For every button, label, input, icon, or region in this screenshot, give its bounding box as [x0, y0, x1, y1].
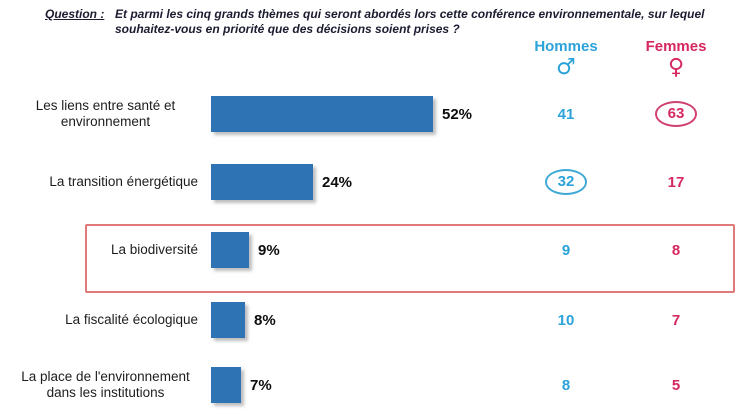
hommes-value: 9 [561, 241, 571, 259]
femmes-value: 7 [671, 311, 681, 329]
bar-group: 7% [211, 367, 272, 403]
hommes-value: 8 [561, 376, 571, 394]
category-label: Les liens entre santé et environnement [35, 98, 176, 129]
chart-row-biodiversite: La biodiversité 9% 9 8 [0, 232, 740, 268]
circle-annotation: 32 [544, 169, 588, 195]
category-label: La place de l'environnement dans les ins… [21, 369, 190, 400]
chart-row-place-environnement: La place de l'environnement dans les ins… [0, 367, 740, 403]
femmes-value: 5 [671, 376, 681, 394]
chart-row-sante-environnement: Les liens entre santé et environnement 5… [0, 96, 740, 132]
bar [211, 302, 245, 338]
chart-row-fiscalite-ecologique: La fiscalité écologique 8% 10 7 [0, 302, 740, 338]
male-icon: ♂ [556, 55, 576, 80]
bar [211, 367, 241, 403]
value-label: 9% [258, 241, 280, 259]
bar [211, 96, 433, 132]
femmes-value-circled: 63 [636, 96, 716, 132]
bar-group: 9% [211, 232, 280, 268]
femmes-value: 8 [671, 241, 681, 259]
column-header-hommes: Hommes [534, 38, 598, 55]
value-label: 8% [254, 311, 276, 329]
value-label: 24% [322, 173, 353, 191]
bar-group: 24% [211, 164, 352, 200]
category-label: La biodiversité [110, 242, 198, 257]
question-text: Et parmi les cinq grands thèmes qui sero… [115, 7, 705, 36]
chart-row-transition-energetique: La transition énergétique 24% 32 17 [0, 164, 740, 200]
female-icon: ♀ [667, 55, 685, 80]
bar-group: 8% [211, 302, 276, 338]
hommes-value: 41 [557, 105, 575, 123]
category-label: La transition énergétique [49, 174, 198, 189]
bar [211, 164, 313, 200]
femmes-value: 17 [667, 173, 685, 191]
bar [211, 232, 249, 268]
bar-group: 52% [211, 96, 472, 132]
question-label: Question : [45, 7, 105, 21]
column-header-femmes: Femmes [645, 38, 707, 55]
value-label: 7% [250, 376, 272, 394]
hommes-value-circled: 32 [526, 164, 606, 200]
category-label: La fiscalité écologique [65, 312, 198, 327]
hommes-value: 10 [557, 311, 575, 329]
value-label: 52% [442, 105, 473, 123]
circle-annotation: 63 [654, 101, 698, 127]
